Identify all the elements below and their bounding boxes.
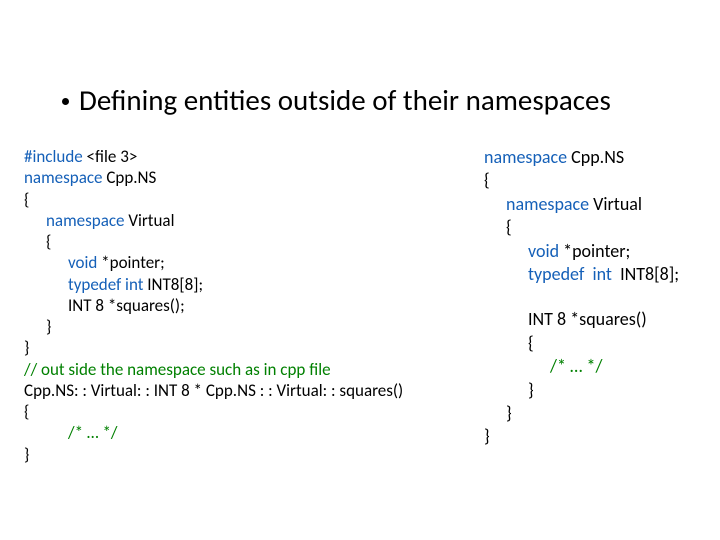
code-line: { (484, 216, 700, 239)
code-line: Cpp.NS: : Virtual: : INT 8 * Cpp.NS : : … (24, 380, 474, 401)
keyword: namespace (484, 146, 571, 168)
code-text: Cpp.NS: : Virtual: : INT 8 * Cpp.NS : : … (24, 380, 403, 401)
code-text: Virtual (128, 210, 174, 231)
code-text: INT8[8]; (620, 263, 679, 285)
code-text: { (506, 216, 512, 238)
comment: // out side the namespace such as in cpp… (24, 359, 331, 380)
code-text: { (528, 332, 534, 354)
code-line: namespace Virtual (24, 210, 474, 231)
code-text: { (24, 189, 29, 210)
code-line: } (484, 425, 700, 448)
code-line: INT 8 *squares(); (24, 295, 474, 316)
code-line: /* … */ (484, 355, 700, 378)
code-line: namespace Cpp.NS (24, 167, 474, 188)
blank-line (484, 286, 700, 308)
code-line: namespace Cpp.NS (484, 146, 700, 169)
code-line: { (24, 189, 474, 210)
code-text: } (24, 444, 29, 465)
code-line: } (484, 379, 700, 402)
comment: /* … */ (550, 355, 602, 377)
code-text: Cpp.NS (571, 146, 624, 168)
keyword: void (68, 252, 101, 273)
code-text: { (484, 169, 490, 191)
code-right-column: namespace Cpp.NS { namespace Virtual { v… (484, 146, 700, 465)
code-left-column: #include <file 3> namespace Cpp.NS { nam… (24, 146, 474, 465)
code-text: <file 3> (83, 146, 138, 167)
code-text: { (46, 231, 51, 252)
code-line: { (24, 401, 474, 422)
code-line: void *pointer; (484, 240, 700, 263)
code-text: } (506, 402, 512, 424)
keyword: #include (24, 146, 83, 167)
code-line: namespace Virtual (484, 193, 700, 216)
code-text: Cpp.NS (106, 167, 156, 188)
slide-container: Defining entities outside of their names… (0, 0, 720, 540)
code-line: } (24, 444, 474, 465)
code-line: typedef int INT8[8]; (24, 274, 474, 295)
keyword: void (528, 240, 563, 262)
code-line: } (484, 402, 700, 425)
code-line: /* … */ (24, 422, 474, 443)
code-line: { (24, 231, 474, 252)
code-line: { (484, 332, 700, 355)
keyword: namespace (506, 193, 593, 215)
keyword: namespace (24, 167, 106, 188)
code-line: void *pointer; (24, 252, 474, 273)
code-line: } (24, 337, 474, 358)
code-line: INT 8 *squares() (484, 308, 700, 331)
code-line: // out side the namespace such as in cpp… (24, 359, 474, 380)
keyword: typedef int (68, 274, 147, 295)
code-line: } (24, 316, 474, 337)
code-text: INT 8 *squares(); (68, 295, 185, 316)
code-columns: #include <file 3> namespace Cpp.NS { nam… (0, 118, 720, 465)
code-line: #include <file 3> (24, 146, 474, 167)
code-line: { (484, 169, 700, 192)
code-text: INT 8 *squares() (528, 308, 647, 330)
code-text: } (46, 316, 51, 337)
code-text: } (484, 425, 490, 447)
code-text: *pointer; (101, 252, 164, 273)
code-text: } (24, 337, 29, 358)
keyword: namespace (46, 210, 128, 231)
comment: /* … */ (68, 422, 118, 443)
code-line: typedef int INT8[8]; (484, 263, 700, 286)
code-text: *pointer; (563, 240, 630, 262)
code-text: INT8[8]; (147, 274, 203, 295)
title-text: Defining entities outside of their names… (79, 82, 611, 118)
slide-title: Defining entities outside of their names… (0, 0, 720, 118)
code-text: } (528, 379, 534, 401)
keyword: typedef int (528, 263, 620, 285)
code-text: { (24, 401, 29, 422)
bullet-icon (62, 98, 69, 105)
code-text: Virtual (593, 193, 642, 215)
